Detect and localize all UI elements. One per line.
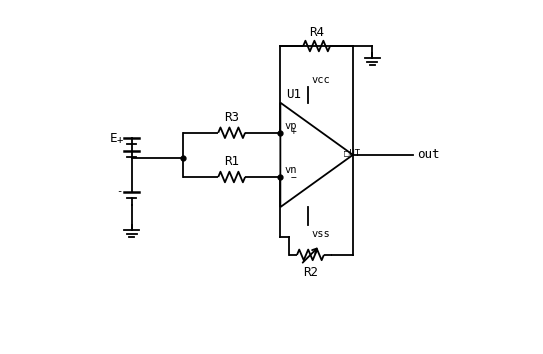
Text: R2: R2 xyxy=(303,266,318,279)
Text: R3: R3 xyxy=(224,111,239,124)
Text: out: out xyxy=(416,148,439,161)
Text: +: + xyxy=(117,135,123,145)
Text: U1: U1 xyxy=(286,88,301,101)
Text: vcc: vcc xyxy=(312,75,330,85)
Text: R1: R1 xyxy=(224,155,239,168)
Text: □UT: □UT xyxy=(344,149,360,158)
Text: vn: vn xyxy=(285,165,297,175)
Text: E: E xyxy=(110,132,117,144)
Text: -: - xyxy=(117,186,123,196)
Text: +: + xyxy=(291,126,296,136)
Text: −: − xyxy=(291,173,296,183)
Text: R4: R4 xyxy=(309,26,324,39)
Text: vss: vss xyxy=(312,229,330,239)
Text: vp: vp xyxy=(285,121,297,131)
